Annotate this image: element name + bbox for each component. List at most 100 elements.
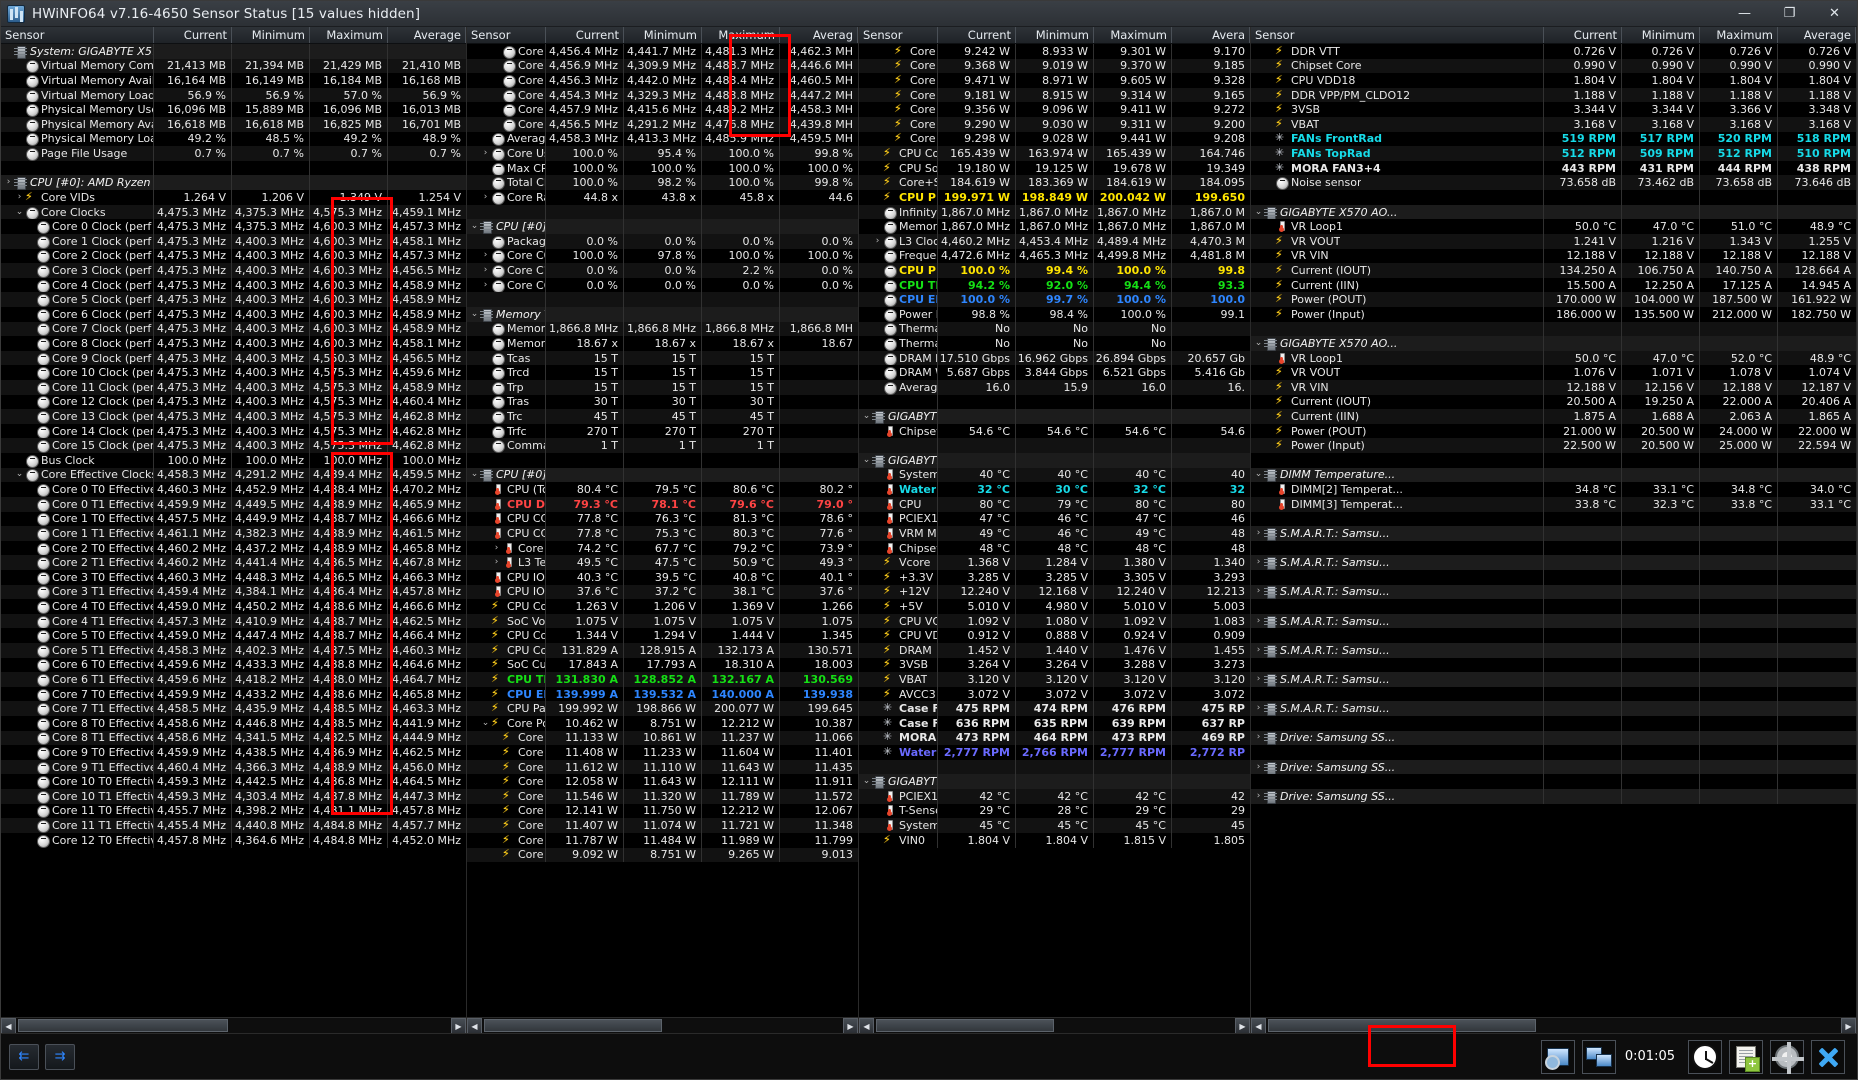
chevron-right-icon[interactable]: › xyxy=(1256,761,1261,772)
sensor-row[interactable]: Core 4 T1 Effective C...4,457.3 MHz4,410… xyxy=(1,613,466,629)
sensor-row[interactable]: Core 3 T1 Effective C...4,459.4 MHz4,384… xyxy=(1,584,466,600)
sensor-row[interactable]: Core 14 T1 Effective ...4,454.3 MHz4,329… xyxy=(467,87,858,103)
sensor-row[interactable]: Core 12 Clock (perf ...4,475.3 MHz4,400.… xyxy=(1,394,466,410)
sensor-row[interactable]: Core 0 T0 Effective C...4,460.3 MHz4,452… xyxy=(1,482,466,497)
sensor-row[interactable]: Current (IIN)1.875 A1.688 A2.063 A1.865 … xyxy=(1251,409,1856,424)
sensor-monitor-button[interactable] xyxy=(1540,1039,1575,1074)
sensor-group-row[interactable]: ⌄CPU [#0]: AMD Ryzen 9 ... xyxy=(467,219,858,234)
column-header-maximum[interactable]: Maximum xyxy=(702,27,780,43)
sensor-row[interactable]: Core 8 T0 Effective C...4,458.6 MHz4,446… xyxy=(1,716,466,731)
sensor-row[interactable]: CPU VCORE SOC1.092 V1.080 V1.092 V1.083 xyxy=(859,613,1250,629)
sensor-row[interactable]: Core 15 Clock (perf ...4,475.3 MHz4,400.… xyxy=(1,438,466,454)
sensor-row[interactable]: CPU EDC Limit100.0 %99.7 %100.0 %100.0 xyxy=(859,292,1250,307)
chevron-right-icon[interactable]: › xyxy=(1256,557,1261,568)
sensor-row[interactable]: ⌄Core Powers10.462 W8.751 W12.212 W10.38… xyxy=(467,716,858,731)
sensor-group-row[interactable]: › S.M.A.R.T.: Samsu... xyxy=(1251,526,1856,541)
scrollbar-panel-1[interactable]: ◀ ▶ xyxy=(1,1018,467,1034)
sensor-group-row[interactable]: ⌄ GIGABYTE X570 AO... xyxy=(1251,336,1856,351)
sensor-row[interactable]: System140 °C40 °C40 °C40 xyxy=(859,467,1250,483)
column-header-maximum[interactable]: Maximum xyxy=(1700,27,1778,43)
column-header-sensor[interactable]: Sensor xyxy=(859,27,938,43)
sensor-group-row[interactable]: ⌄ DIMM Temperature... xyxy=(1251,467,1856,483)
sensor-row[interactable]: Core 0 Power11.133 W10.861 W11.237 W11.0… xyxy=(467,730,858,746)
scroll-thumb-2[interactable] xyxy=(484,1019,662,1032)
chevron-right-icon[interactable]: › xyxy=(17,191,22,202)
scroll-right-arrow-3[interactable]: ▶ xyxy=(1235,1018,1250,1034)
chevron-right-icon[interactable]: › xyxy=(1256,527,1261,538)
sensor-row[interactable]: Water 32 °C 30 °C 32 °C 32 xyxy=(859,482,1250,497)
sensor-row[interactable]: Core 11 Clock (perf ...4,475.3 MHz4,400.… xyxy=(1,380,466,395)
sensor-row[interactable]: Command Rate1 T1 T1 T xyxy=(467,438,858,454)
sensor-row[interactable]: CPU Die (average)79.3 °C78.1 °C79.6 °C79… xyxy=(467,496,858,512)
sensor-group-row[interactable]: ⌄GIGABYTE X570 AORUS X... xyxy=(859,409,1250,424)
sensor-row[interactable]: Bus Clock 100.0 MHz 100.0 MHz 100.0 MHz 100.… xyxy=(1,453,466,468)
sensor-row[interactable]: Virtual Memory Load 56.9 % 56.9 % 57.0 % 56.… xyxy=(1,87,466,103)
sensor-row[interactable]: Core 6 Power11.407 W11.074 W11.721 W11.3… xyxy=(467,818,858,833)
sensor-row[interactable]: CPU IOD Hotspot40.3 °C39.5 °C40.8 °C40.1… xyxy=(467,569,858,585)
close-window-button[interactable]: ✕ xyxy=(1829,6,1840,21)
chevron-down-icon[interactable]: ⌄ xyxy=(470,308,479,319)
sensor-row[interactable]: Max CPU/Thread Usage100.0 %100.0 %100.0 … xyxy=(467,160,858,176)
column-header-minimum[interactable]: Minimum xyxy=(624,27,702,43)
column-header-current[interactable]: Current xyxy=(546,27,624,43)
sensor-row[interactable]: CPU 80 °C 79 °C 80 °C 80 xyxy=(859,496,1250,512)
reset-timer-button[interactable] xyxy=(1688,1039,1722,1074)
sensor-row[interactable]: ›Core C1 Residency0.0 %0.0 %2.2 %0.0 % xyxy=(467,263,858,278)
sensor-row[interactable]: Core 6 Clock (perf #...4,475.3 MHz4,400.… xyxy=(1,306,466,322)
chevron-down-icon[interactable]: ⌄ xyxy=(862,454,871,465)
column-header-current[interactable]: Current xyxy=(938,27,1016,43)
sensor-row[interactable]: Memory Controller Clock (...1,867.0 MHz1… xyxy=(859,219,1250,234)
chevron-down-icon[interactable]: ⌄ xyxy=(470,469,479,480)
sensor-row[interactable]: Core 3 Clock (perf #...4,475.3 MHz4,400.… xyxy=(1,263,466,278)
sensor-row[interactable]: Average Active Core Count16.015.916.016. xyxy=(859,380,1250,395)
chevron-right-icon[interactable]: › xyxy=(1256,586,1261,597)
sensor-row[interactable]: Core 4 Clock (perf #...4,475.3 MHz4,400.… xyxy=(1,277,466,293)
sensor-group-row[interactable]: ⌄CPU [#0]: AMD Ryzen 9 ... xyxy=(467,467,858,483)
column-header-avera[interactable]: Avera xyxy=(1172,27,1250,43)
sensor-row[interactable]: Tcas 15 T 15 T 15 T xyxy=(467,350,858,366)
sensor-row[interactable]: Core 12 T0 Effective ...4,457.8 MHz4,364… xyxy=(1,832,466,848)
chevron-right-icon[interactable]: › xyxy=(483,264,488,275)
column-header-minimum[interactable]: Minimum xyxy=(232,27,310,43)
next-sensor-button[interactable]: ⇉ xyxy=(45,1043,75,1070)
sensor-group-row[interactable]: System: GIGABYTE X570... xyxy=(1,44,466,59)
sensor-group-row[interactable]: › Drive: Samsung SS... xyxy=(1251,789,1856,804)
sensor-row[interactable]: CPU TDC Limit94.2 %92.0 %94.4 %93.3 xyxy=(859,277,1250,293)
sensor-group-row[interactable]: › S.M.A.R.T.: Samsu... xyxy=(1251,672,1856,687)
logging-button[interactable] xyxy=(1729,1039,1763,1074)
sensor-row[interactable]: Core 4 Power11.546 W11.320 W11.789 W11.5… xyxy=(467,789,858,804)
sensor-row[interactable]: Core 6 T0 Effective C...4,459.6 MHz4,433… xyxy=(1,657,466,673)
chevron-right-icon[interactable]: › xyxy=(483,250,488,261)
sensor-row[interactable]: Physical Memory Load 49.2 % 48.5 % 49.2 % 48… xyxy=(1,131,466,147)
sensor-row[interactable]: PCIEX16_147 °C46 °C47 °C46 xyxy=(859,511,1250,527)
sensor-row[interactable]: CPU PPT Limit100.0 %99.4 %100.0 %99.8 xyxy=(859,263,1250,278)
sensor-row[interactable]: Memory Clock Ratio18.67 x18.67 x18.67 x1… xyxy=(467,336,858,351)
chevron-right-icon[interactable]: › xyxy=(494,542,499,553)
sensor-row[interactable]: Core 4 T0 Effective C...4,459.0 MHz4,450… xyxy=(1,599,466,614)
sensor-row[interactable]: T-Sensor Case29 °C28 °C29 °C29 xyxy=(859,803,1250,819)
column-header-minimum[interactable]: Minimum xyxy=(1016,27,1094,43)
sensor-row[interactable]: Core 9 T1 Effective C...4,460.4 MHz4,366… xyxy=(1,759,466,775)
sensor-row[interactable]: ›Core Usage100.0 %95.4 %100.0 %99.8 % xyxy=(467,146,858,161)
sensor-row[interactable]: Core 5 Power12.141 W11.750 W12.212 W12.0… xyxy=(467,803,858,819)
sensor-row[interactable]: ⌄ Core Effective Clocks 4,458.3 MHz 4,291.2… xyxy=(1,467,466,483)
sensor-row[interactable]: Core 9 T0 Effective C...4,459.9 MHz4,438… xyxy=(1,745,466,760)
